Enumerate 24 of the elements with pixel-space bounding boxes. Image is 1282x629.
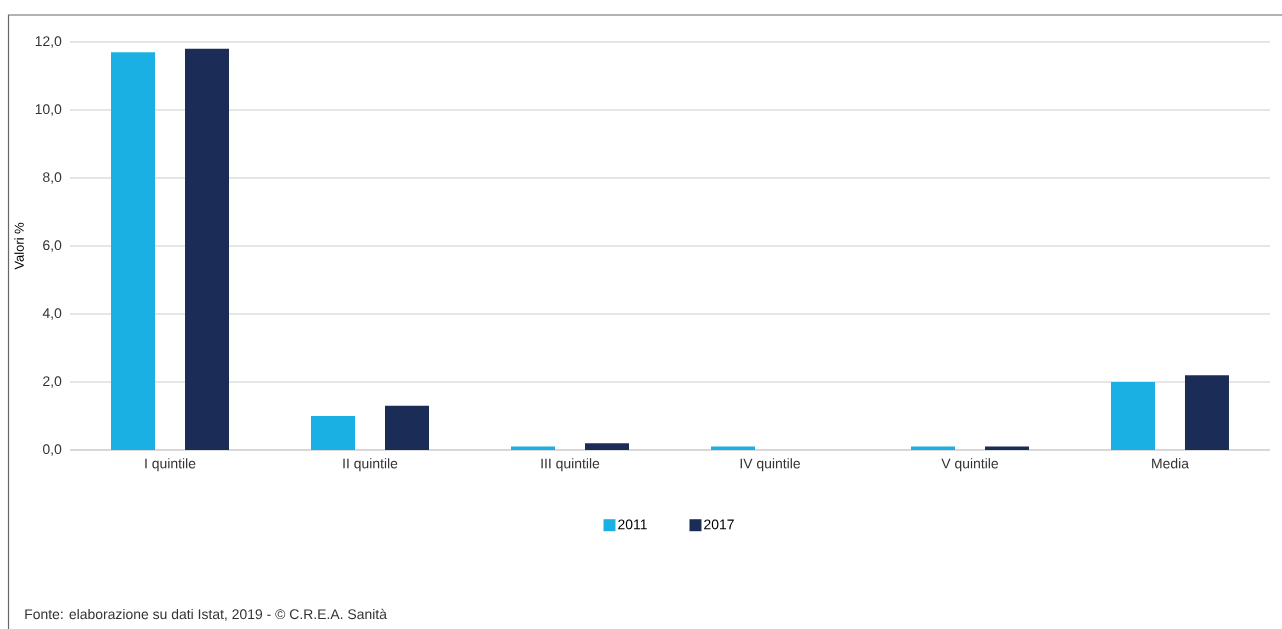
y-tick-label: 8,0 [43,172,62,184]
bar [585,443,629,450]
bar [185,48,230,450]
y-tick-label: 2,0 [43,376,62,388]
y-tick-label: 4,0 [42,308,62,320]
y-tick-label: 10,0 [35,104,62,116]
bar [385,405,429,450]
y-tick-label: 0,0 [42,444,62,456]
x-tick-label: V quintile [941,458,999,472]
y-tick-label: 6,0 [43,240,62,252]
x-tick-label: III quintile [541,458,600,472]
bar [311,415,355,450]
x-tick-label: IV quintile [740,458,800,472]
bar [111,52,156,450]
legend-label: 2017 [704,519,734,530]
y-axis-title: Valori % [14,222,24,270]
x-tick-label: I quintile [145,458,196,472]
bar [1184,375,1229,450]
legend-label: 2011 [618,519,647,530]
y-tick-label: 12,0 [35,36,62,48]
bar [1110,381,1155,450]
source-note: Fonte: elaborazione su dati Istat, 2019 - © C.R.E.A. Sanità [25,608,387,621]
x-tick-label: Media [1152,458,1189,469]
x-tick-label: II quintile [343,458,398,472]
